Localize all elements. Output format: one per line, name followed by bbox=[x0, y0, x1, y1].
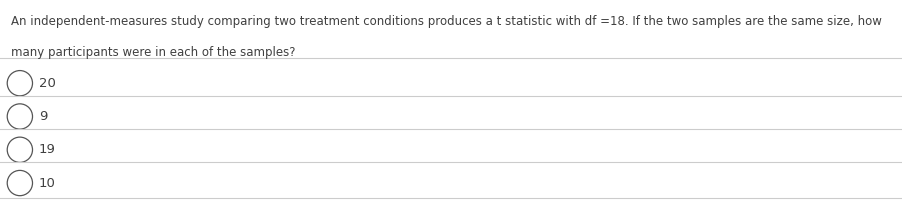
Text: 9: 9 bbox=[39, 110, 47, 123]
Text: 20: 20 bbox=[39, 77, 56, 90]
Text: 10: 10 bbox=[39, 177, 56, 189]
Text: 19: 19 bbox=[39, 143, 56, 156]
Text: many participants were in each of the samples?: many participants were in each of the sa… bbox=[11, 46, 295, 59]
Text: An independent-measures study comparing two treatment conditions produces a t st: An independent-measures study comparing … bbox=[11, 15, 880, 27]
